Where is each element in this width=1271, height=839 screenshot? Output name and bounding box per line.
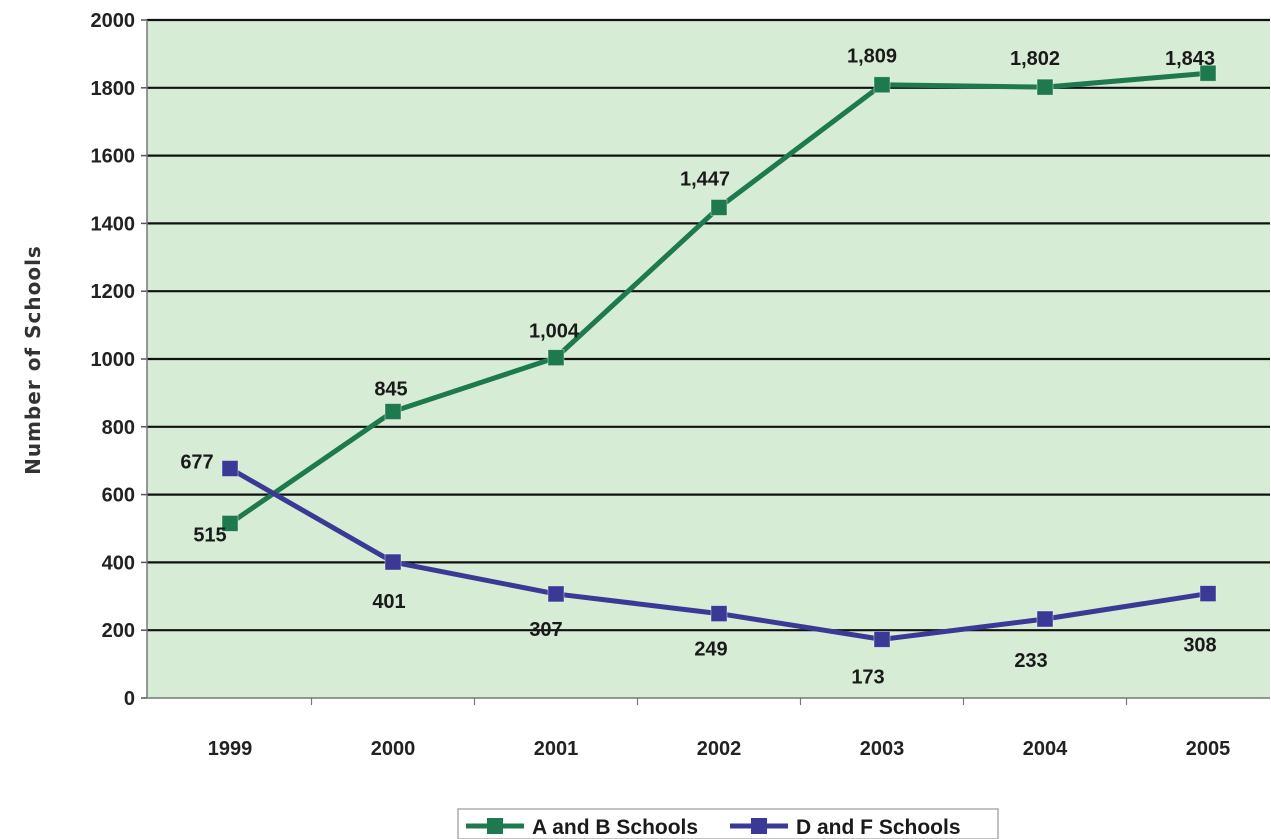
data-point-marker [710, 605, 728, 622]
data-point-marker [1199, 64, 1217, 82]
data-point-marker [221, 515, 239, 532]
y-axis-label: Number of Schools [21, 245, 45, 475]
data-point-marker [1199, 585, 1217, 602]
y-tick-label: 600 [102, 485, 135, 507]
data-label: 233 [1014, 650, 1047, 672]
legend: A and B Schools D and F Schools [457, 808, 999, 839]
data-point-marker [384, 553, 402, 571]
y-tick-label: 1000 [91, 349, 136, 371]
x-tick-label: 2005 [1186, 738, 1231, 760]
legend-entry: A and B Schools [466, 816, 698, 839]
data-label: 308 [1183, 635, 1216, 657]
x-tick-label: 1999 [208, 738, 253, 760]
data-label: 515 [193, 524, 226, 546]
x-tick-label: 2002 [697, 738, 742, 760]
data-label: 677 [180, 451, 213, 473]
data-point-marker [873, 630, 891, 648]
data-label: 1,004 [529, 321, 580, 343]
data-label: 1,447 [680, 168, 730, 190]
legend-label: A and B Schools [532, 816, 698, 839]
series-a-and-b-schools: 515 845 1,004 1,447 1,809 1,802 1,843 [193, 46, 1217, 546]
data-label: 173 [851, 666, 884, 688]
y-tick-label: 400 [102, 552, 135, 574]
data-label: 1,843 [1165, 48, 1215, 70]
x-tick-label: 2000 [371, 738, 416, 760]
legend-label: D and F Schools [796, 816, 961, 839]
x-tick-labels: 1999 2000 2001 2002 2003 2004 2005 [208, 698, 1231, 760]
y-tick-label: 800 [102, 417, 135, 439]
y-tick-label: 1400 [91, 213, 136, 235]
data-label: 249 [694, 639, 727, 661]
data-point-marker [221, 460, 239, 477]
data-point-marker [547, 585, 565, 603]
data-label: 1,809 [847, 46, 897, 68]
series-layer: 515 845 1,004 1,447 1,809 1,802 1,843 677 401 307… [180, 46, 1216, 689]
legend-box [457, 808, 999, 839]
data-point-marker [1036, 78, 1054, 96]
legend-swatch-marker [751, 818, 767, 834]
data-point-marker [1036, 610, 1054, 628]
y-tick-label: 1200 [91, 281, 136, 303]
legend-entry: D and F Schools [730, 816, 961, 839]
data-point-marker [710, 199, 728, 216]
data-point-marker [873, 76, 891, 94]
series-d-and-f-schools: 677 401 307 249 173 233 308 [180, 451, 1216, 688]
y-tick-label: 1600 [91, 146, 136, 168]
y-tick-label: 2000 [91, 10, 136, 32]
y-tick-label: 1800 [91, 78, 136, 100]
data-point-marker [384, 403, 402, 420]
gridlines [141, 18, 1270, 699]
x-tick-label: 2003 [860, 738, 905, 760]
legend-swatch-marker [487, 818, 503, 834]
y-tick-labels: 0 200 400 600 800 1000 1200 1400 1600 1800 2000 [91, 10, 136, 710]
x-tick-label: 2001 [534, 738, 579, 760]
x-tick-label: 2004 [1023, 738, 1068, 760]
data-label: 1,802 [1010, 48, 1060, 70]
axes [146, 20, 1270, 699]
data-label: 845 [374, 379, 407, 401]
data-label: 307 [529, 619, 562, 641]
data-point-marker [547, 349, 565, 367]
y-tick-label: 200 [102, 620, 135, 642]
data-label: 401 [372, 591, 405, 613]
y-tick-label: 0 [124, 688, 135, 710]
